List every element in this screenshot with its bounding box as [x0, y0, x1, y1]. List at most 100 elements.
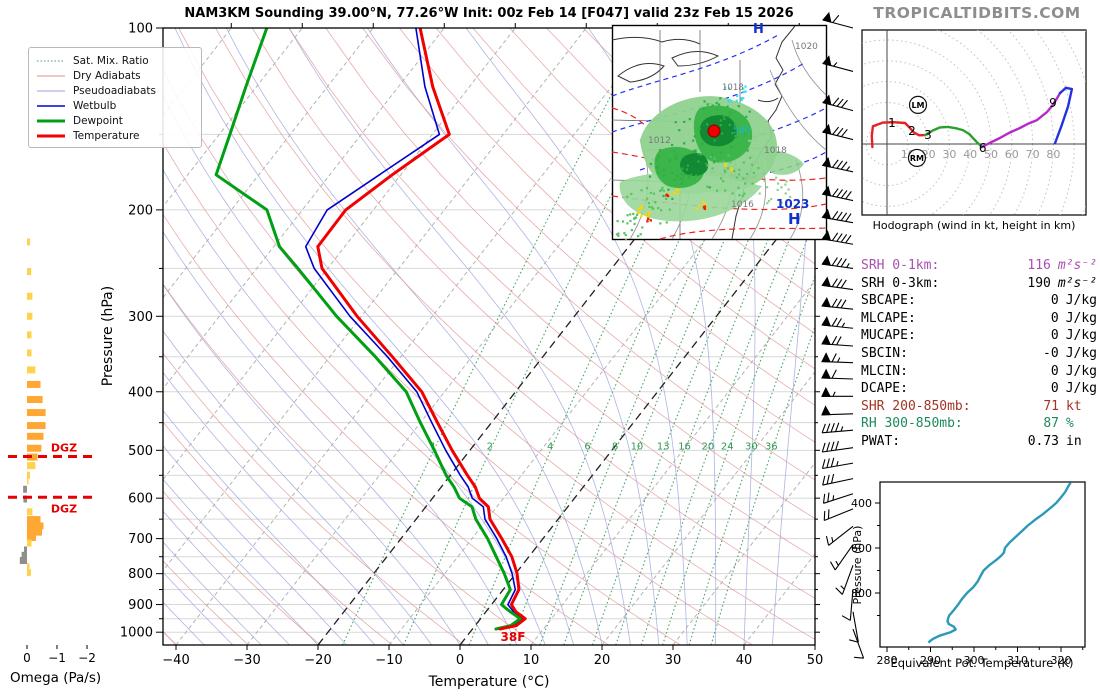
- legend-line-swatch: [37, 90, 65, 91]
- stats-row-label: MLCAPE:: [861, 310, 916, 326]
- legend-item: Wetbulb: [36, 98, 194, 113]
- svg-text:1: 1: [888, 116, 896, 130]
- legend-item-label: Dry Adiabats: [73, 69, 141, 82]
- svg-text:310: 310: [1007, 654, 1028, 667]
- svg-text:300: 300: [128, 310, 153, 325]
- stats-row: SRH 0-1km: 116 m²s⁻²: [861, 257, 1097, 275]
- chart-title: NAM3KM Sounding 39.00°N, 77.26°W Init: 0…: [184, 6, 793, 21]
- skewt-sounding-curves: [214, 28, 527, 631]
- svg-text:1000: 1000: [120, 626, 153, 641]
- legend-item-label: Temperature: [73, 129, 140, 142]
- legend-item: Pseudoadiabats: [36, 83, 194, 98]
- map-label: 540: [733, 126, 750, 136]
- svg-text:LM: LM: [911, 101, 924, 110]
- svg-text:20: 20: [701, 442, 714, 453]
- svg-text:−2: −2: [78, 651, 96, 665]
- svg-text:−30: −30: [233, 653, 260, 668]
- svg-text:900: 900: [128, 598, 153, 613]
- svg-text:0: 0: [456, 653, 464, 668]
- stats-row-label: SRH 0-3km:: [861, 275, 940, 291]
- svg-text:2: 2: [908, 124, 916, 138]
- svg-text:320: 320: [1051, 654, 1072, 667]
- stats-row-unit: J/kg: [1065, 363, 1097, 379]
- svg-text:290: 290: [920, 654, 941, 667]
- stats-row: DCAPE: 0 J/kg: [861, 380, 1097, 398]
- stats-panel: SRH 0-1km: 116 m²s⁻² SRH 0-3km: 190 m²s⁻² SBCA…: [861, 257, 1097, 451]
- stats-row-value: 0: [1050, 310, 1059, 326]
- svg-text:3: 3: [924, 128, 932, 142]
- legend-item: Sat. Mix. Ratio: [36, 53, 194, 68]
- svg-text:24: 24: [721, 442, 734, 453]
- stats-row-value: 0: [1050, 293, 1059, 309]
- svg-text:100: 100: [128, 22, 153, 37]
- svg-text:RM: RM: [910, 154, 924, 163]
- skewt-xaxis-label: Temperature (°C): [428, 674, 550, 690]
- svg-text:30: 30: [665, 653, 682, 668]
- svg-text:40: 40: [963, 148, 977, 161]
- stats-row-value: 0: [1050, 381, 1059, 397]
- svg-text:0: 0: [23, 651, 31, 665]
- wind-barb: [821, 457, 854, 470]
- wind-barb: [822, 94, 854, 112]
- stats-row-label: MUCAPE:: [861, 328, 916, 344]
- wind-barb: [821, 208, 854, 224]
- wind-barb: [825, 525, 854, 546]
- thetae-xaxis-label: Equivalent Pot. Temperature (K): [890, 656, 1073, 670]
- wind-barb: [821, 422, 854, 434]
- thetae-panel: 280 290 300 310 320 400 600 800: [851, 481, 1086, 667]
- stats-row: SHR 200-850mb: 71 kt: [861, 398, 1097, 416]
- svg-text:20: 20: [594, 653, 611, 668]
- svg-text:50: 50: [807, 653, 824, 668]
- stats-row: MLCIN: 0 J/kg: [861, 363, 1097, 381]
- svg-text:2: 2: [487, 442, 493, 453]
- omega-axis-label: Omega (Pa/s): [10, 670, 101, 686]
- legend-line-swatch: [37, 134, 65, 137]
- stats-row-value: 87: [1043, 416, 1059, 432]
- svg-text:300: 300: [964, 654, 985, 667]
- wind-barb: [852, 628, 865, 659]
- legend-line-swatch: [37, 60, 65, 61]
- svg-text:−1: −1: [48, 651, 66, 665]
- svg-text:30: 30: [745, 442, 758, 453]
- wind-barb-column: [821, 11, 865, 659]
- svg-text:600: 600: [851, 542, 872, 555]
- stats-row-value: 0.73: [1027, 433, 1059, 449]
- wind-barb: [829, 544, 854, 571]
- thetae-yaxis-label: Pressure (hPa): [851, 526, 864, 605]
- stats-row-unit: J/kg: [1065, 310, 1097, 326]
- map-label: H: [753, 22, 764, 37]
- wind-barb: [821, 352, 854, 364]
- wind-barb: [821, 276, 854, 291]
- wind-barb: [822, 11, 854, 29]
- svg-text:10: 10: [631, 442, 644, 453]
- watermark: TROPICALTIDBITS.COM: [873, 4, 1080, 22]
- svg-text:9: 9: [1049, 96, 1057, 110]
- svg-text:700: 700: [128, 532, 153, 547]
- wind-barb: [821, 185, 854, 202]
- stats-row-value: -0: [1043, 345, 1059, 361]
- stats-row-value: 116: [1027, 258, 1051, 273]
- wind-barb: [841, 589, 854, 621]
- svg-text:50: 50: [984, 148, 998, 161]
- wind-barb: [821, 405, 854, 416]
- stats-row: SRH 0-3km: 190 m²s⁻²: [861, 275, 1097, 293]
- legend-item-label: Dewpoint: [73, 114, 123, 127]
- legend-item: Dry Adiabats: [36, 68, 194, 83]
- hodograph-caption: Hodograph (wind in kt, height in km): [873, 219, 1076, 232]
- stats-row-label: SRH 0-1km:: [861, 258, 940, 273]
- dgz-label: DGZ: [51, 502, 77, 515]
- legend-line-swatch: [37, 104, 65, 107]
- wind-barb: [821, 334, 854, 347]
- svg-text:500: 500: [128, 444, 153, 459]
- stats-row-label: SBCAPE:: [861, 293, 916, 309]
- stats-row-value: 71: [1043, 398, 1059, 414]
- stats-row-unit: m²s⁻²: [1057, 258, 1097, 273]
- legend-item-label: Sat. Mix. Ratio: [73, 54, 149, 67]
- map-label: 1020: [795, 42, 818, 52]
- legend-line-swatch: [37, 119, 65, 122]
- svg-text:800: 800: [128, 567, 153, 582]
- wind-barb: [835, 565, 854, 595]
